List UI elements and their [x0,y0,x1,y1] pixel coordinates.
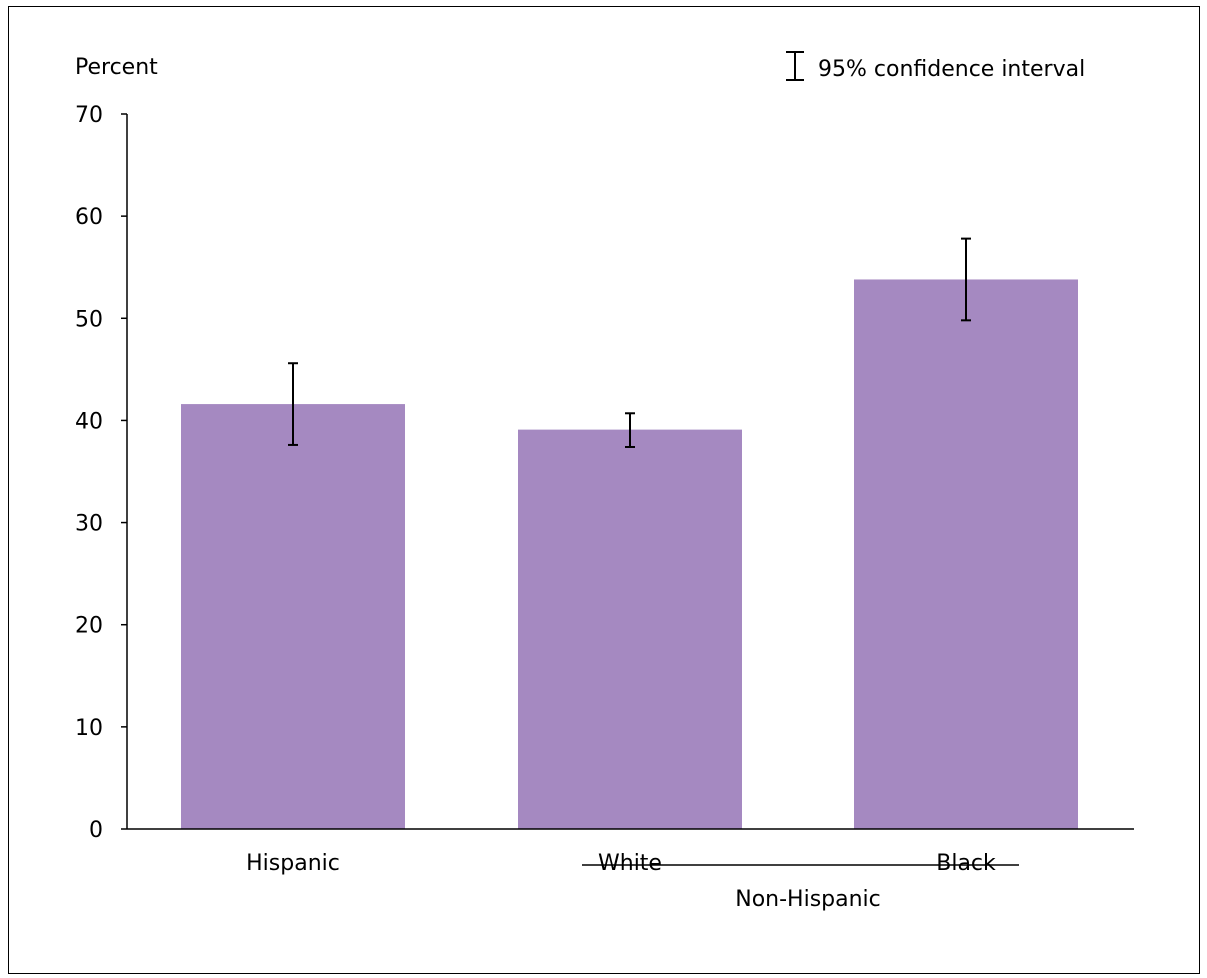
group-label: Non-Hispanic [735,887,881,912]
y-tick-label: 30 [75,512,103,537]
y-tick-label: 40 [75,409,103,434]
y-axis-label: Percent [75,55,158,80]
x-tick-label-hispanic: Hispanic [246,851,340,876]
legend: 95% confidence interval [786,51,1085,82]
y-tick-label: 60 [75,205,103,230]
y-tick-label: 0 [89,818,103,843]
bar-black [854,279,1078,829]
x-tick-label-black: Black [936,851,996,876]
plot-area: 0 10 20 30 40 50 60 70 Hispanic White Black [75,103,1134,876]
x-tick-label-white: White [598,851,662,876]
y-tick-label: 70 [75,103,103,128]
y-tick-label: 20 [75,614,103,639]
bar-white [518,429,742,829]
legend-label: 95% confidence interval [818,57,1085,82]
y-tick-label: 10 [75,716,103,741]
bar-hispanic [181,404,405,829]
y-tick-label: 50 [75,307,103,332]
